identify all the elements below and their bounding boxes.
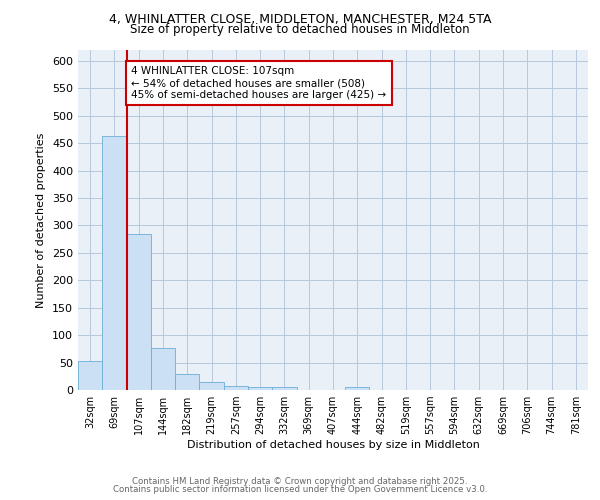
Text: Contains HM Land Registry data © Crown copyright and database right 2025.: Contains HM Land Registry data © Crown c… (132, 477, 468, 486)
Bar (78, 361, 102, 390)
Bar (248, 388, 272, 390)
Text: 4 WHINLATTER CLOSE: 107sqm
← 54% of detached houses are smaller (508)
45% of sem: 4 WHINLATTER CLOSE: 107sqm ← 54% of deta… (131, 66, 386, 100)
Y-axis label: Number of detached properties: Number of detached properties (37, 132, 46, 308)
Bar (127, 234, 151, 390)
Bar (199, 382, 224, 390)
Text: Contains public sector information licensed under the Open Government Licence v3: Contains public sector information licen… (113, 484, 487, 494)
Text: 4, WHINLATTER CLOSE, MIDDLETON, MANCHESTER, M24 5TA: 4, WHINLATTER CLOSE, MIDDLETON, MANCHEST… (109, 12, 491, 26)
Bar (272, 386, 296, 390)
Bar (175, 374, 199, 390)
Bar (151, 348, 175, 390)
Bar (224, 386, 248, 390)
X-axis label: Distribution of detached houses by size in Middleton: Distribution of detached houses by size … (187, 440, 479, 450)
Text: Size of property relative to detached houses in Middleton: Size of property relative to detached ho… (130, 22, 470, 36)
Bar (345, 388, 370, 390)
Bar (102, 136, 127, 390)
